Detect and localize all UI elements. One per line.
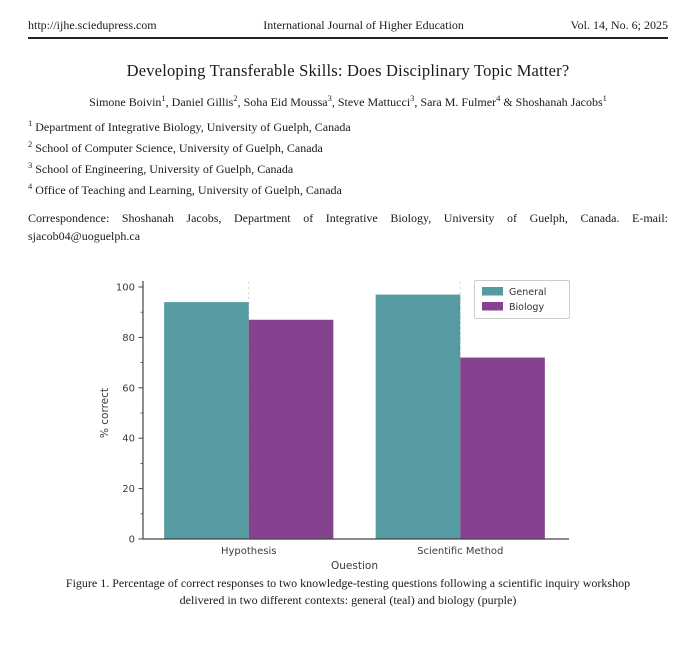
legend-swatch-biology (481, 302, 503, 311)
bar-general-hypothesis (163, 302, 249, 539)
author-line: Simone Boivin1, Daniel Gillis2, Soha Eid… (89, 93, 607, 109)
figure-caption: Figure 1. Percentage of correct response… (0, 575, 696, 609)
affiliation-number: 3 (28, 160, 33, 170)
affiliation-number: 2 (28, 139, 33, 149)
affiliation-number: 1 (28, 118, 33, 128)
paper-title: Developing Transferable Skills: Does Dis… (126, 61, 570, 80)
legend-label-general: General (509, 287, 546, 298)
affiliation-list: 1 Department of Integrative Biology, Uni… (28, 118, 668, 197)
bar-biology-hypothesis (248, 319, 333, 539)
author-affiliation-mark: 3 (327, 93, 332, 103)
figure-1: 0 20 40 60 80 100 Hypothesis Scientific Method Q… (0, 267, 696, 569)
author-affiliation-mark: 1 (602, 93, 607, 103)
author-name: Steve Mattucci (337, 95, 411, 109)
affiliation-line: 1 Department of Integrative Biology, Uni… (28, 118, 351, 134)
y-tick-label: 80 (122, 333, 135, 344)
correspondence-text: Correspondence: Shoshanah Jacobs, Depart… (28, 211, 668, 225)
author-name: Simone Boivin (89, 95, 162, 109)
legend-label-biology: Biology (509, 302, 544, 313)
y-tick-label: 20 (122, 484, 135, 495)
correspondence: Correspondence: Shoshanah Jacobs, Depart… (28, 209, 668, 245)
header-issue: Vol. 14, No. 6; 2025 (570, 18, 668, 32)
author-affiliation-mark: 4 (496, 93, 501, 103)
bar-general-scientific-method (375, 294, 460, 539)
figure-chart: 0 20 40 60 80 100 Hypothesis Scientific Method Q… (99, 280, 570, 569)
y-axis-title: % correct (99, 388, 111, 438)
affiliation-number: 4 (28, 181, 33, 191)
y-tick-label: 60 (122, 383, 135, 394)
author-affiliation-mark: 2 (233, 93, 238, 103)
bar-biology-scientific-method (459, 357, 545, 539)
author-name: Sara M. Fulmer (420, 95, 497, 109)
legend: General Biology (473, 280, 570, 319)
affiliation-line: 4 Office of Teaching and Learning, Unive… (28, 181, 342, 197)
author-affiliation-mark: 1 (161, 93, 166, 103)
x-tick-label: Scientific Method (417, 546, 503, 557)
y-tick-label: 40 (122, 434, 135, 445)
journal-header: http://ijhe.sciedupress.com Internationa… (28, 0, 668, 39)
header-journal-name: International Journal of Higher Educatio… (263, 18, 464, 32)
author-name: Shoshanah Jacobs (515, 95, 603, 109)
header-url: http://ijhe.sciedupress.com (28, 18, 157, 32)
author-affiliation-mark: 3 (410, 93, 415, 103)
affiliation-line: 3 School of Engineering, University of G… (28, 160, 294, 176)
correspondence-email: sjacob04@uoguelph.ca (28, 229, 141, 243)
author-name: Daniel Gillis (171, 95, 234, 109)
figure-caption-line1: Figure 1. Percentage of correct response… (65, 576, 631, 590)
x-axis-title: Question (331, 560, 378, 569)
legend-swatch-general (481, 287, 503, 296)
y-tick-label: 0 (128, 535, 134, 546)
x-tick-label: Hypothesis (220, 546, 276, 557)
author-name: Soha Eid Moussa (243, 95, 328, 109)
affiliation-line: 2 School of Computer Science, University… (28, 139, 323, 155)
figure-caption-line2: delivered in two different contexts: gen… (179, 593, 517, 607)
y-tick-label: 100 (115, 283, 134, 294)
